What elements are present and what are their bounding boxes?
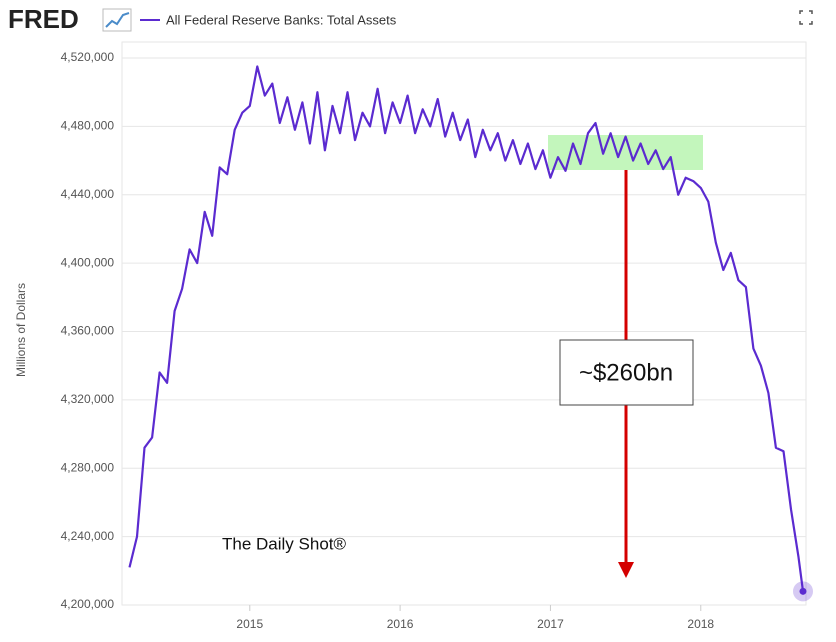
y-tick-label: 4,200,000 — [61, 597, 115, 611]
brand-logo: FRED — [8, 4, 79, 34]
x-tick-label: 2018 — [687, 617, 714, 631]
y-tick-label: 4,320,000 — [61, 392, 115, 406]
y-tick-label: 4,360,000 — [61, 324, 115, 338]
arrow-head — [618, 562, 634, 578]
y-tick-label: 4,520,000 — [61, 50, 115, 64]
x-tick-label: 2017 — [537, 617, 564, 631]
y-tick-label: 4,480,000 — [61, 119, 115, 133]
watermark: The Daily Shot® — [222, 534, 346, 553]
x-tick-label: 2016 — [387, 617, 414, 631]
y-tick-label: 4,400,000 — [61, 255, 115, 269]
logo-icon — [102, 8, 132, 32]
annotation-text: ~$260bn — [579, 359, 673, 386]
y-axis-label: Millions of Dollars — [14, 283, 28, 377]
last-point — [799, 587, 807, 595]
y-tick-label: 4,280,000 — [61, 460, 115, 474]
annotation-box — [559, 339, 694, 406]
x-tick-label: 2015 — [236, 617, 263, 631]
highlight-band — [548, 135, 703, 170]
legend-label: All Federal Reserve Banks: Total Assets — [166, 12, 397, 27]
fullscreen-button[interactable] — [799, 10, 813, 25]
y-tick-label: 4,240,000 — [61, 529, 115, 543]
series-line — [128, 65, 805, 592]
y-tick-label: 4,440,000 — [61, 187, 115, 201]
